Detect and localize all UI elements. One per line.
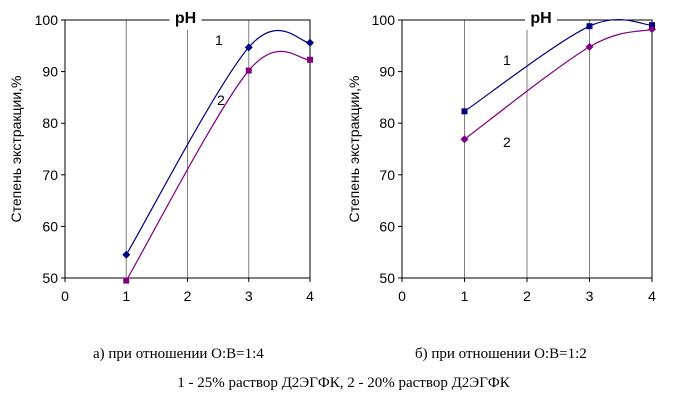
title-backing [525,10,557,30]
chart-title: pH [175,10,196,27]
series-1-point [461,108,468,115]
y-tick-label: 50 [379,270,395,286]
y-tick-label: 100 [35,12,59,28]
plot-frame [402,19,653,278]
y-tick-label: 90 [42,64,58,80]
y-tick-label: 80 [42,115,58,131]
series-2-point [460,135,469,144]
y-tick-label: 50 [42,270,58,286]
y-tick-label: 70 [379,167,395,183]
caption-panel-a: а) при отношении О:В=1:4 [93,346,264,362]
series-2-point [307,56,313,63]
series-2-label: 2 [217,92,225,108]
series-1-line [125,30,311,256]
y-tick-label: 100 [372,12,396,28]
y-tick-label: 60 [379,218,395,234]
caption-panel-b: б) при отношении О:В=1:2 [415,346,587,362]
plot-frame [65,19,311,278]
x-tick-label: 4 [648,288,656,304]
series-1-point [649,22,655,29]
series-2-label: 2 [503,134,511,150]
series-1-label: 1 [503,52,511,68]
title-backing [169,10,202,30]
x-tick-label: 3 [586,288,594,304]
y-tick-label: 90 [379,64,395,80]
caption-legend: 1 - 25% раствор Д2ЭГФК, 2 - 20% раствор … [177,375,510,391]
x-tick-label: 4 [306,288,314,304]
y-tick-label: 70 [42,167,58,183]
series-2-point [648,25,656,34]
series-2-line [125,50,311,281]
series-1-point [306,38,314,47]
y-axis-label: Степень экстракции,% [8,76,24,223]
series-1-line [464,18,653,112]
y-tick-label: 60 [42,218,58,234]
x-tick-label: 1 [122,288,130,304]
series-1-point [122,250,131,259]
x-tick-label: 2 [523,288,531,304]
series-1-point [586,23,593,30]
chart-title: pH [530,10,551,27]
x-tick-label: 2 [184,288,192,304]
series-2-line [464,28,653,140]
x-tick-label: 0 [398,288,406,304]
x-tick-label: 0 [61,288,69,304]
series-2-point [585,42,594,51]
chart-a: 50 60 70 80 90 100 0 1 2 3 4 Степень экстракции,% pH… [8,10,314,304]
chart-b: 50 60 70 80 90 100 0 1 2 3 4 Степень экстракции,% pH… [346,10,656,304]
y-tick-label: 80 [379,115,395,131]
x-tick-label: 1 [461,288,469,304]
series-2-point [123,277,130,284]
series-2-point [245,67,252,74]
x-tick-label: 3 [245,288,253,304]
y-axis-label: Степень экстракции,% [346,76,362,223]
series-1-point [244,43,253,52]
series-1-label: 1 [215,32,223,48]
